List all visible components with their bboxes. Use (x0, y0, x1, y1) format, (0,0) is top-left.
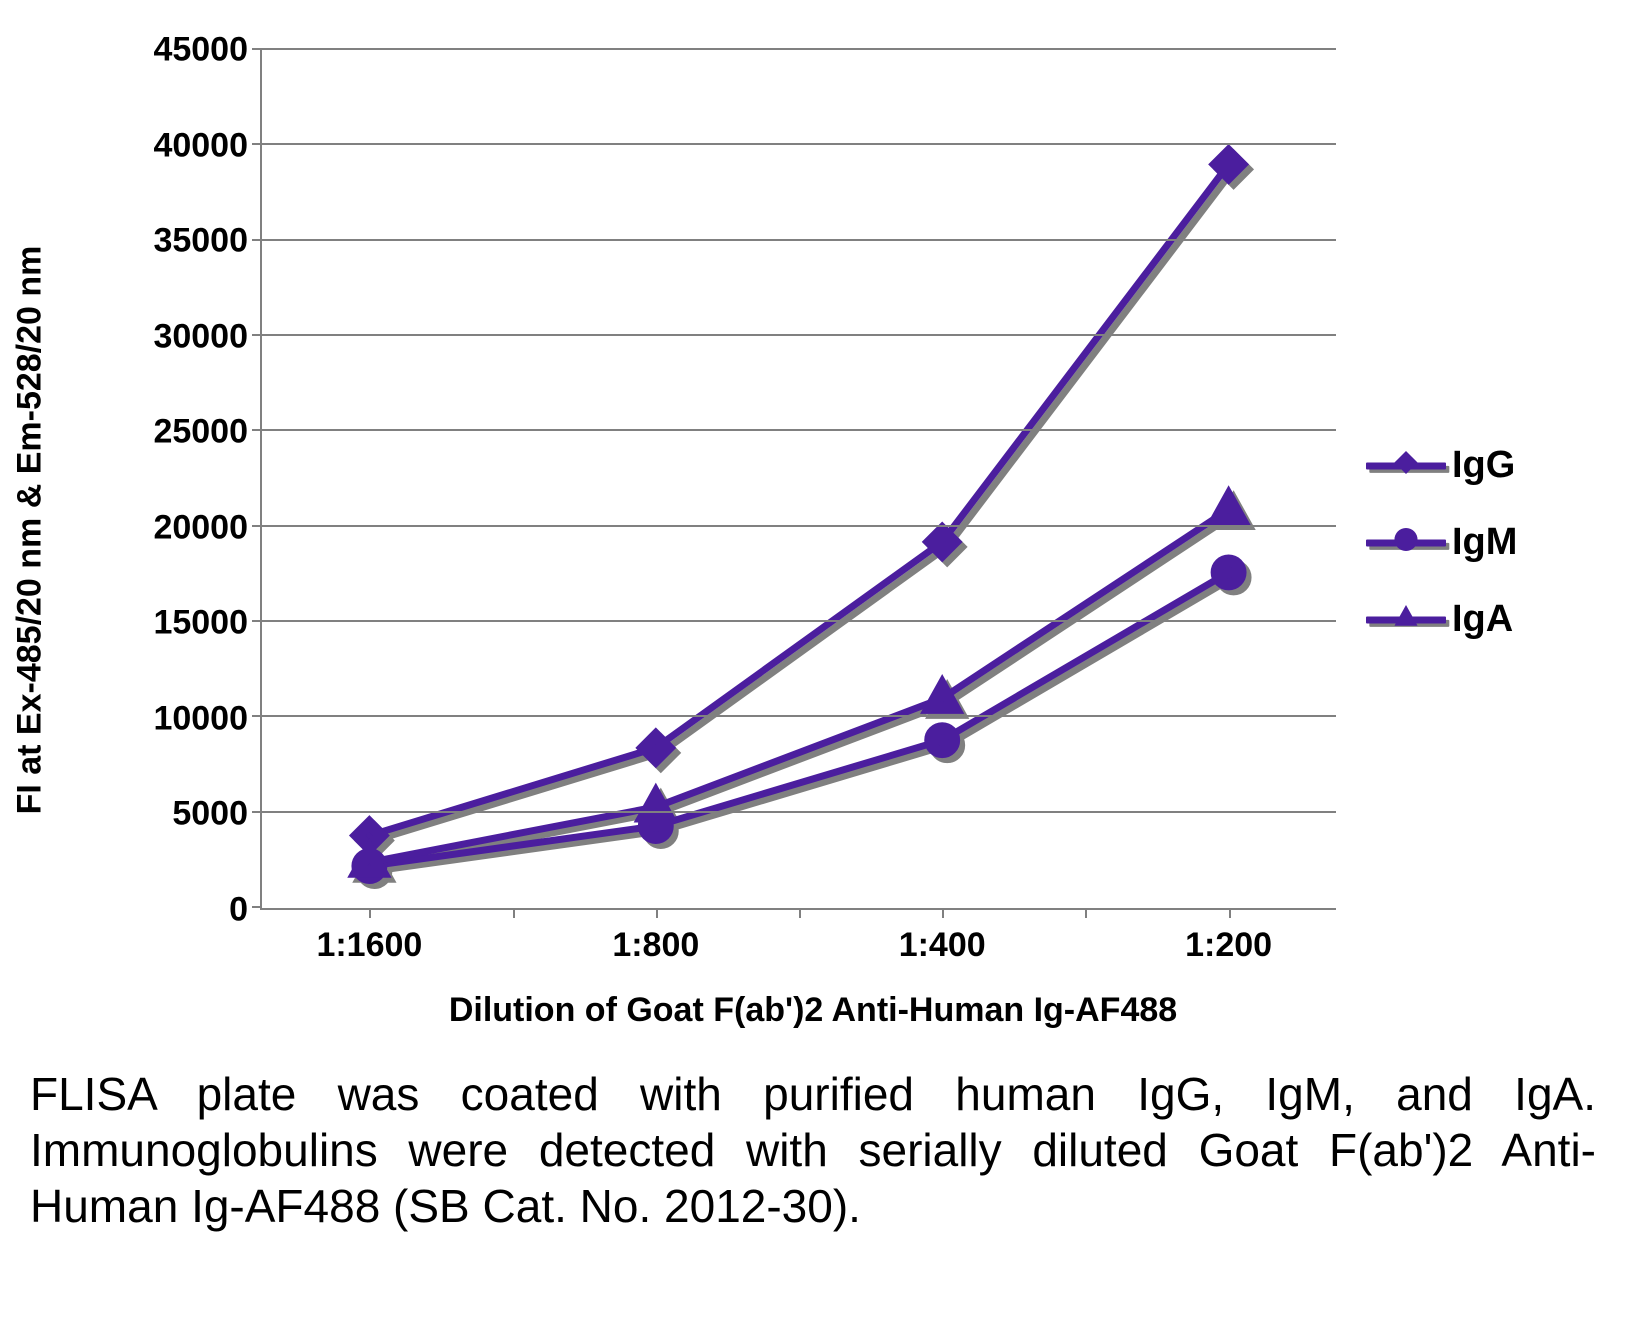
y-tick-label: 25000 (138, 413, 248, 452)
grid-line (262, 620, 1336, 622)
y-tick-label: 5000 (138, 795, 248, 834)
legend-swatch (1366, 600, 1446, 640)
grid-line (262, 334, 1336, 336)
y-tick-mark (252, 620, 262, 622)
x-tick-mark (942, 908, 944, 918)
y-tick-mark (252, 239, 262, 241)
legend-swatch (1366, 523, 1446, 563)
y-tick-label: 35000 (138, 222, 248, 261)
y-tick-label: 10000 (138, 699, 248, 738)
legend-item: IgA (1366, 598, 1596, 641)
grid-line (262, 429, 1336, 431)
series-line-shadow (374, 514, 1233, 867)
y-tick-labels: 0500010000150002000025000300003500040000… (140, 50, 260, 910)
series-line (369, 572, 1228, 866)
x-tick-mark-minor (513, 908, 515, 918)
chart-area: FI at Ex-485/20 nm & Em-528/20 nm 050001… (30, 30, 1596, 1030)
y-tick-mark (252, 906, 262, 908)
y-tick-mark (252, 811, 262, 813)
y-tick-mark (252, 429, 262, 431)
grid-line (262, 715, 1336, 717)
x-tick-mark-minor (799, 908, 801, 918)
x-tick-label: 1:1600 (316, 926, 422, 965)
y-tick-label: 30000 (138, 317, 248, 356)
legend: IgG IgM IgA (1366, 410, 1596, 675)
plot-region: 1:16001:8001:4001:200 (260, 50, 1336, 910)
series-line (369, 164, 1228, 835)
y-tick-mark (252, 48, 262, 50)
x-tick-mark (1229, 908, 1231, 918)
grid-line (262, 48, 1336, 50)
x-tick-label: 1:800 (612, 926, 699, 965)
series-line-shadow (374, 169, 1233, 840)
grid-line (262, 239, 1336, 241)
plot-outer: 0500010000150002000025000300003500040000… (140, 50, 1336, 910)
legend-label: IgM (1452, 521, 1517, 564)
series-marker (1217, 152, 1241, 176)
y-tick-label: 0 (138, 891, 248, 930)
series-marker (644, 795, 668, 817)
x-tick-label: 1:200 (1185, 926, 1272, 965)
x-tick-mark-minor (1085, 908, 1087, 918)
y-tick-mark (252, 525, 262, 527)
legend-marker (1391, 444, 1421, 487)
series-marker (930, 728, 954, 752)
y-tick-mark (252, 143, 262, 145)
legend-label: IgA (1452, 598, 1513, 641)
x-tick-mark (369, 908, 371, 918)
chart-svg (262, 50, 1336, 908)
legend-item: IgG (1366, 444, 1596, 487)
legend-label: IgG (1452, 444, 1515, 487)
y-tick-mark (252, 334, 262, 336)
y-tick-label: 20000 (138, 508, 248, 547)
y-tick-label: 45000 (138, 31, 248, 70)
series-marker (1217, 560, 1241, 584)
x-axis-label: Dilution of Goat F(ab')2 Anti-Human Ig-A… (449, 991, 1177, 1030)
x-tick-label: 1:400 (899, 926, 986, 965)
legend-marker (1391, 521, 1421, 564)
figure-container: FI at Ex-485/20 nm & Em-528/20 nm 050001… (30, 30, 1596, 1234)
figure-caption: FLISA plate was coated with purified hum… (30, 1066, 1596, 1234)
series-marker (930, 686, 954, 708)
x-tick-mark (656, 908, 658, 918)
series-marker (1217, 498, 1241, 520)
y-axis-label: FI at Ex-485/20 nm & Em-528/20 nm (11, 246, 50, 815)
series-marker (930, 530, 954, 554)
grid-line (262, 811, 1336, 813)
grid-line (262, 143, 1336, 145)
legend-marker (1391, 598, 1421, 641)
series-marker (357, 850, 381, 872)
series-marker (644, 736, 668, 760)
y-tick-mark (252, 715, 262, 717)
y-tick-label: 15000 (138, 604, 248, 643)
legend-swatch (1366, 446, 1446, 486)
y-tick-label: 40000 (138, 126, 248, 165)
legend-item: IgM (1366, 521, 1596, 564)
grid-line (262, 525, 1336, 527)
series-line (369, 510, 1228, 863)
